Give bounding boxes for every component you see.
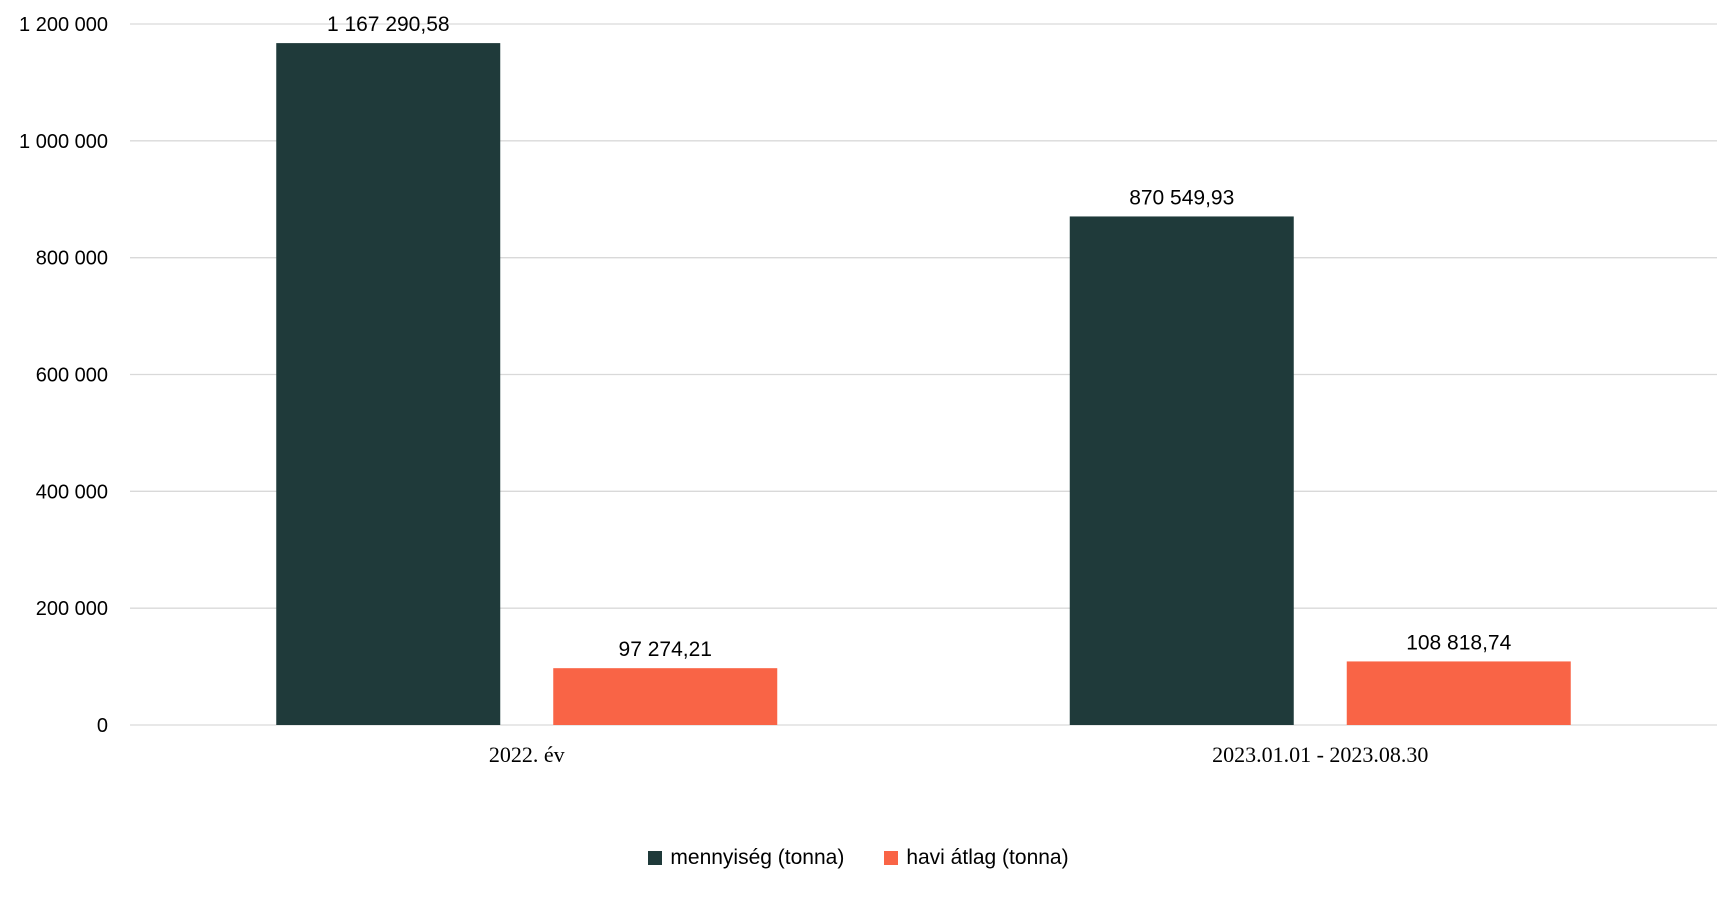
bars [276, 43, 1571, 726]
data-label: 870 549,93 [1129, 186, 1234, 209]
legend-label-quantity: mennyiség (tonna) [670, 846, 845, 869]
y-tick-label: 1 200 000 [19, 14, 108, 36]
legend: mennyiség (tonna) havi átlag (tonna) [0, 846, 1717, 870]
legend-swatch-monthly-average [884, 851, 899, 865]
data-label: 97 274,21 [619, 638, 712, 661]
legend-swatch-quantity [648, 851, 663, 865]
legend-label-monthly-average: havi átlag (tonna) [906, 846, 1069, 869]
bar-quantity [1069, 216, 1294, 726]
x-category-label: 2023.01.01 - 2023.08.30 [1212, 742, 1428, 767]
data-label: 108 818,74 [1406, 631, 1511, 654]
x-category-label: 2022. év [489, 742, 565, 767]
y-tick-label: 400 000 [36, 481, 108, 503]
y-axis-tick-labels: 0 200 000 400 000 600 000 800 000 1 000 000 1 … [19, 14, 108, 737]
legend-item-monthly-average: havi átlag (tonna) [884, 846, 1069, 870]
y-tick-label: 200 000 [36, 598, 108, 620]
data-labels: 1 167 290,58 97 274,21 870 549,93 108 818,7… [327, 13, 1512, 661]
legend-item-quantity: mennyiség (tonna) [648, 846, 844, 870]
y-tick-label: 0 [97, 715, 108, 737]
bar-quantity [276, 43, 501, 726]
x-axis-category-labels: 2022. év 2023.01.01 - 2023.08.30 [489, 742, 1429, 767]
bar-monthly-average [553, 668, 778, 725]
y-tick-label: 800 000 [36, 248, 108, 270]
y-tick-label: 1 000 000 [19, 131, 108, 153]
data-label: 1 167 290,58 [327, 13, 450, 36]
y-tick-label: 600 000 [36, 365, 108, 387]
bar-monthly-average [1346, 661, 1571, 725]
